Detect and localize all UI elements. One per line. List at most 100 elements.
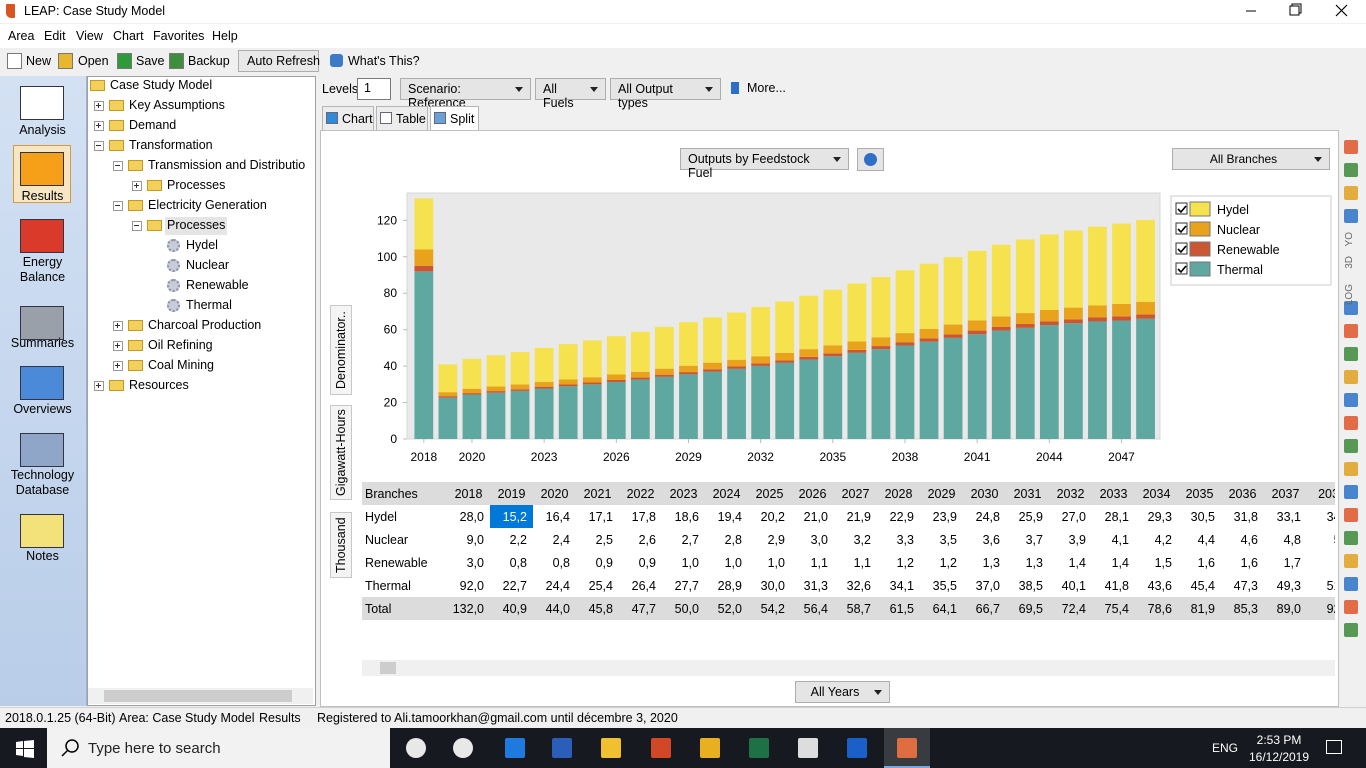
tree-item[interactable]: Charcoal Production: [148, 318, 261, 332]
value-cell[interactable]: 19,4: [705, 505, 748, 528]
tool-icon[interactable]: [1344, 462, 1358, 476]
value-cell[interactable]: 2,6: [619, 528, 662, 551]
menu-item[interactable]: Favorites: [153, 29, 204, 43]
value-cell[interactable]: 25,4: [576, 574, 619, 597]
value-cell[interactable]: 21,9: [834, 505, 877, 528]
value-cell[interactable]: 2,7: [662, 528, 705, 551]
tree-item[interactable]: Oil Refining: [148, 338, 213, 352]
tree-expander[interactable]: [94, 141, 104, 151]
value-cell[interactable]: 2,9: [748, 528, 791, 551]
taskbar-app[interactable]: [601, 738, 621, 758]
value-cell[interactable]: 31,3: [791, 574, 834, 597]
tree-item[interactable]: Nuclear: [186, 258, 229, 272]
value-cell[interactable]: 61,5: [877, 597, 920, 620]
tool-icon[interactable]: [1344, 393, 1358, 407]
tree-item[interactable]: Thermal: [186, 298, 232, 312]
menu-item[interactable]: Edit: [44, 29, 66, 43]
menu-item[interactable]: View: [76, 29, 103, 43]
value-cell[interactable]: 35,5: [920, 574, 963, 597]
tree-expander[interactable]: [132, 181, 142, 191]
tree-item[interactable]: Demand: [129, 118, 176, 132]
value-cell[interactable]: 37,0: [963, 574, 1006, 597]
value-cell[interactable]: 32,6: [834, 574, 877, 597]
tool-icon[interactable]: [1344, 416, 1358, 430]
value-cell[interactable]: 27,7: [662, 574, 705, 597]
value-cell[interactable]: 28,9: [705, 574, 748, 597]
tool-icon[interactable]: [1344, 508, 1358, 522]
value-cell[interactable]: 45,8: [576, 597, 619, 620]
sidebar-item[interactable]: Notes: [6, 549, 79, 564]
value-cell[interactable]: 4,6: [1221, 528, 1264, 551]
value-cell[interactable]: 1,5: [1135, 551, 1178, 574]
tool-label[interactable]: 3D: [1341, 256, 1359, 269]
dropdown[interactable]: Outputs by Feedstock Fuel: [680, 148, 849, 170]
value-cell[interactable]: 47,3: [1221, 574, 1264, 597]
taskbar-app[interactable]: [749, 738, 769, 758]
menu-item[interactable]: Area: [8, 29, 34, 43]
tree-expander[interactable]: [113, 161, 123, 171]
value-cell[interactable]: 26,4: [619, 574, 662, 597]
sidebar-item[interactable]: Analysis: [6, 123, 79, 138]
value-cell[interactable]: 3,7: [1006, 528, 1049, 551]
value-cell[interactable]: 24,8: [963, 505, 1006, 528]
taskbar-app[interactable]: [406, 738, 426, 758]
tree-item[interactable]: Renewable: [186, 278, 249, 292]
notifications[interactable]: [1326, 740, 1342, 754]
value-cell[interactable]: 24,4: [533, 574, 576, 597]
branch-cell[interactable]: Renewable: [362, 551, 447, 574]
dropdown[interactable]: All Branches: [1172, 148, 1330, 170]
value-cell[interactable]: 1,0: [662, 551, 705, 574]
value-cell[interactable]: 47,7: [619, 597, 662, 620]
value-cell[interactable]: 3,0: [791, 528, 834, 551]
tree-item[interactable]: Transformation: [129, 138, 213, 152]
dropdown[interactable]: All Years: [795, 681, 890, 703]
value-cell[interactable]: 75,4: [1092, 597, 1135, 620]
value-cell[interactable]: 92,: [1307, 597, 1335, 620]
value-cell[interactable]: 1,1: [791, 551, 834, 574]
toolbar-button[interactable]: Backup: [188, 54, 230, 68]
start-button[interactable]: [16, 740, 34, 758]
value-cell[interactable]: 54,2: [748, 597, 791, 620]
taskbar-app[interactable]: [505, 738, 525, 758]
taskbar-app[interactable]: [651, 738, 671, 758]
tool-icon[interactable]: [1344, 370, 1358, 384]
dropdown[interactable]: All Fuels: [535, 78, 606, 100]
branch-cell[interactable]: Nuclear: [362, 528, 447, 551]
value-cell[interactable]: 34,1: [877, 574, 920, 597]
value-cell[interactable]: 43,6: [1135, 574, 1178, 597]
more-button[interactable]: More...: [747, 81, 786, 95]
value-cell[interactable]: 17,8: [619, 505, 662, 528]
value-cell[interactable]: 1,1: [834, 551, 877, 574]
sidebar-item[interactable]: Technology Database: [6, 468, 79, 498]
value-cell[interactable]: 1,0: [705, 551, 748, 574]
value-cell[interactable]: 1,2: [877, 551, 920, 574]
value-cell[interactable]: 0,9: [576, 551, 619, 574]
tool-icon[interactable]: [1344, 577, 1358, 591]
value-cell[interactable]: 72,4: [1049, 597, 1092, 620]
menu-item[interactable]: Chart: [113, 29, 144, 43]
value-cell[interactable]: 3,9: [1049, 528, 1092, 551]
tree-expander[interactable]: [132, 221, 142, 231]
value-cell[interactable]: 0,8: [533, 551, 576, 574]
value-cell[interactable]: 44,0: [533, 597, 576, 620]
tool-label[interactable]: LOG: [1341, 284, 1359, 305]
tool-icon[interactable]: [1344, 439, 1358, 453]
sidebar-item[interactable]: Results: [6, 189, 79, 204]
value-cell[interactable]: 3,0: [447, 551, 490, 574]
value-cell[interactable]: 30,0: [748, 574, 791, 597]
value-cell[interactable]: 58,7: [834, 597, 877, 620]
tool-label[interactable]: YO: [1341, 232, 1359, 246]
value-cell[interactable]: 51,: [1307, 574, 1335, 597]
dropdown[interactable]: All Output types: [610, 78, 721, 100]
clock-time[interactable]: 2:53 PM: [1255, 733, 1303, 747]
value-cell[interactable]: 25,9: [1006, 505, 1049, 528]
value-cell[interactable]: 1,0: [748, 551, 791, 574]
taskbar-app[interactable]: [798, 738, 818, 758]
value-cell[interactable]: 15,2: [490, 505, 533, 528]
tree-item[interactable]: Electricity Generation: [148, 198, 267, 212]
unit-label[interactable]: Denominator..: [330, 305, 352, 395]
tree-item[interactable]: Hydel: [186, 238, 218, 252]
value-cell[interactable]: 40,1: [1049, 574, 1092, 597]
value-cell[interactable]: 34,: [1307, 505, 1335, 528]
toolbar-button[interactable]: Open: [78, 54, 109, 68]
